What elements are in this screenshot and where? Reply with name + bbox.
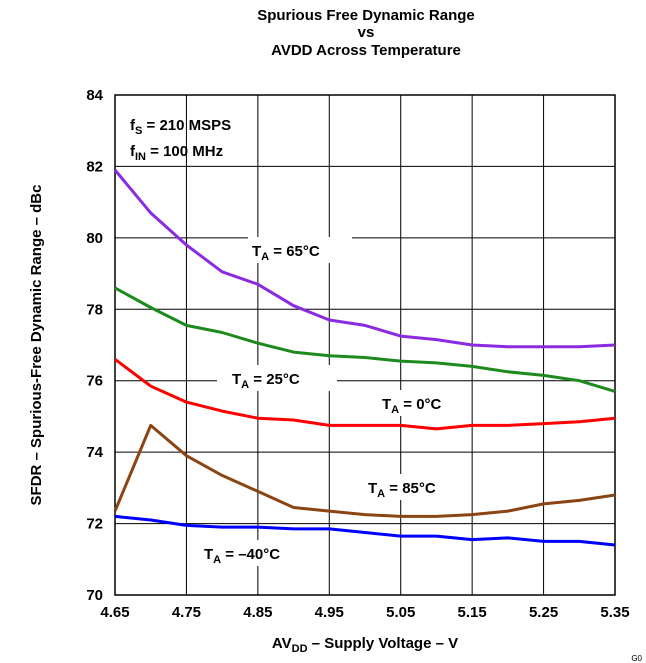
x-tick-label: 5.35 bbox=[600, 604, 629, 621]
y-tick-label: 76 bbox=[86, 373, 103, 390]
curve-label-65: TA = 65°C bbox=[252, 243, 320, 263]
y-tick-label: 74 bbox=[86, 444, 103, 461]
curve-label-85: TA = 85°C bbox=[368, 480, 436, 500]
series-line-4 bbox=[114, 514, 616, 547]
y-tick-label: 72 bbox=[86, 516, 103, 533]
chart-title-line-1: Spurious Free Dynamic Range bbox=[257, 7, 475, 24]
x-tick-label: 5.15 bbox=[458, 604, 487, 621]
x-tick-labels: 4.65 4.75 4.85 4.95 5.05 5.15 5.25 5.35 bbox=[100, 604, 629, 621]
curve-label-m40: TA = –40°C bbox=[204, 546, 280, 566]
chart-title-line-3: AVDD Across Temperature bbox=[271, 42, 461, 59]
x-tick-label: 4.85 bbox=[243, 604, 272, 621]
y-tick-labels: 70 72 74 76 78 80 82 84 bbox=[86, 87, 103, 604]
y-tick-label: 82 bbox=[86, 158, 103, 175]
x-tick-label: 4.95 bbox=[315, 604, 344, 621]
curve-label-85-bg bbox=[364, 474, 464, 500]
x-tick-label: 5.05 bbox=[386, 604, 415, 621]
condition-fin: fIN = 100 MHz bbox=[130, 143, 223, 163]
x-axis-label: AVDD – Supply Voltage – V bbox=[272, 635, 458, 655]
plot-frame bbox=[114, 94, 616, 596]
x-axis-label-sub: DD bbox=[292, 643, 308, 655]
curve-label-0: TA = 0°C bbox=[382, 396, 442, 416]
x-axis-label-main: AV bbox=[272, 635, 292, 652]
series-line-3 bbox=[113, 423, 616, 518]
x-tick-label: 4.65 bbox=[100, 604, 129, 621]
y-tick-label: 70 bbox=[86, 587, 103, 604]
chart-title-line-2: vs bbox=[358, 24, 375, 41]
x-tick-label: 4.75 bbox=[172, 604, 201, 621]
x-axis-label-rest: – Supply Voltage – V bbox=[308, 635, 459, 652]
condition-fs: fS = 210 MSPS bbox=[130, 117, 231, 137]
series-lines bbox=[113, 169, 616, 547]
series-line-1 bbox=[114, 286, 616, 393]
figure-code: G0 bbox=[631, 654, 642, 663]
plot-grid bbox=[114, 94, 616, 596]
curve-label-m40-bg bbox=[200, 540, 316, 566]
curve-label-0-bg bbox=[378, 390, 468, 416]
x-tick-label: 5.25 bbox=[529, 604, 558, 621]
y-axis-label: SFDR – Spurious-Free Dynamic Range – dBc bbox=[28, 185, 45, 506]
series-line-2 bbox=[114, 358, 616, 431]
series-line-0 bbox=[113, 169, 616, 349]
y-tick-label: 80 bbox=[86, 230, 103, 247]
y-tick-label: 78 bbox=[86, 301, 103, 318]
curve-label-25-bg bbox=[217, 365, 337, 391]
curve-label-65-bg bbox=[248, 237, 352, 263]
y-tick-label: 84 bbox=[86, 87, 103, 104]
curve-label-25: TA = 25°C bbox=[232, 371, 300, 391]
